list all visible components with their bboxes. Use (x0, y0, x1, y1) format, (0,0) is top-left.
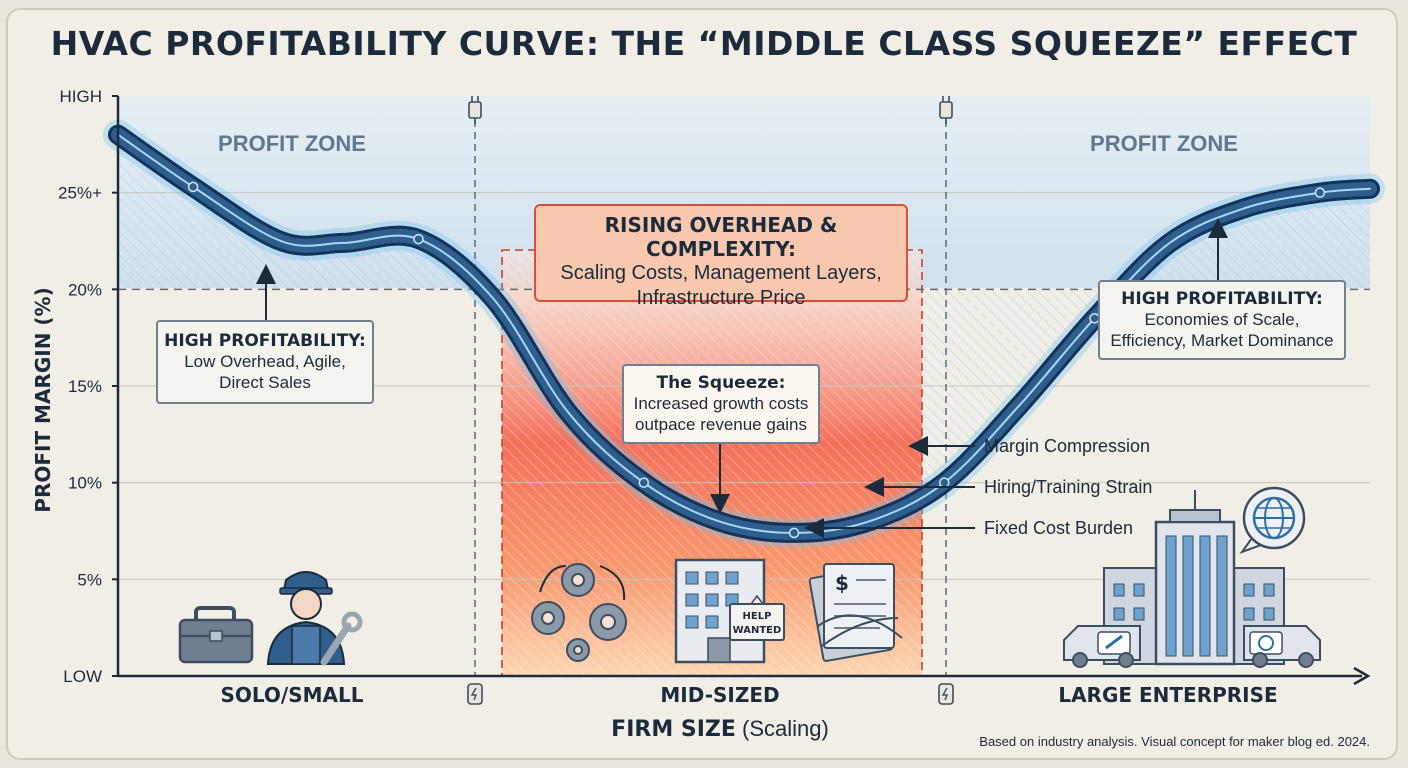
svg-text:$: $ (835, 571, 849, 595)
annotation-line: Low Overhead, Agile, (184, 352, 346, 371)
annotation-small-firms: HIGH PROFITABILITY: Low Overhead, Agile,… (156, 320, 374, 404)
toolbox-icon (178, 606, 254, 664)
x-axis-title: FIRM SIZE (Scaling) (560, 716, 880, 742)
annotation-heading: HIGH PROFITABILITY: (1121, 289, 1323, 309)
category-mid-sized: MID-SIZED (660, 683, 779, 707)
annotation-line: Scaling Costs, Management Layers, (560, 262, 882, 284)
wanted-sign-text: WANTED (733, 625, 782, 636)
chart-title: HVAC PROFITABILITY CURVE: THE “MIDDLE CL… (50, 24, 1358, 63)
curve-point (638, 477, 650, 488)
invoice-pile-icon: $ (808, 563, 903, 662)
help-wanted-sign-icon: HELP WANTED (729, 594, 785, 641)
curve-point (788, 527, 800, 539)
profit-zone-label-right: PROFIT ZONE (1090, 131, 1238, 156)
source-note: Based on industry analysis. Visual conce… (979, 734, 1370, 749)
annotation-line: Economies of Scale, (1144, 310, 1300, 329)
profit-zone-label-left: PROFIT ZONE (218, 131, 366, 156)
annotation-line: Increased growth costs (633, 394, 809, 413)
service-van-icon (1063, 625, 1141, 668)
x-axis-title-bold: FIRM SIZE (611, 717, 736, 742)
curve-point (1314, 187, 1326, 198)
plug-icon (938, 683, 954, 705)
annotation-heading: HIGH PROFITABILITY: (164, 331, 366, 351)
plug-icon (467, 683, 483, 705)
curve-highlight (117, 133, 1371, 534)
label-hiring-training-strain: Hiring/Training Strain (984, 477, 1153, 497)
annotation-the-squeeze: The Squeeze: Increased growth costs outp… (622, 364, 820, 444)
annotation-large-firms: HIGH PROFITABILITY: Economies of Scale, … (1098, 280, 1346, 360)
y-tick-label: 10% (68, 474, 102, 493)
gears-icon (531, 563, 627, 662)
x-axis-arrow (1353, 666, 1371, 686)
y-tick-label: 25%+ (58, 184, 102, 203)
annotation-line: Infrastructure Price (636, 287, 806, 309)
curve-point (939, 477, 950, 488)
help-sign-text: HELP (743, 611, 772, 622)
service-van-icon (1243, 625, 1321, 668)
curve-point (187, 181, 199, 193)
y-tick-label: 5% (77, 570, 102, 589)
curve-point (413, 233, 424, 245)
y-tick-label: 20% (68, 280, 102, 299)
globe-icon (1239, 486, 1306, 555)
plug-icon (939, 96, 953, 124)
annotation-heading: The Squeeze: (656, 373, 786, 393)
category-solo-small: SOLO/SMALL (220, 683, 363, 707)
annotation-rising-overhead: RISING OVERHEAD & COMPLEXITY: Scaling Co… (534, 204, 908, 309)
annotation-line: Efficiency, Market Dominance (1110, 331, 1334, 350)
label-margin-compression: Margin Compression (984, 436, 1151, 456)
plug-icon (468, 96, 482, 124)
y-tick-label: 15% (68, 377, 102, 396)
label-fixed-cost-burden: Fixed Cost Burden (984, 518, 1134, 538)
y-axis-title: PROFIT MARGIN (%) (31, 287, 55, 512)
y-tick-label: LOW (63, 667, 102, 686)
x-axis-title-rest: (Scaling) (742, 716, 829, 741)
y-tick-label: HIGH (60, 87, 103, 106)
annotation-line: Direct Sales (219, 373, 311, 392)
category-large-enterprise: LARGE ENTERPRISE (1058, 683, 1277, 707)
annotation-heading: RISING OVERHEAD & COMPLEXITY: (604, 213, 838, 261)
technician-icon (266, 571, 363, 666)
annotation-line: outpace revenue gains (634, 415, 808, 434)
